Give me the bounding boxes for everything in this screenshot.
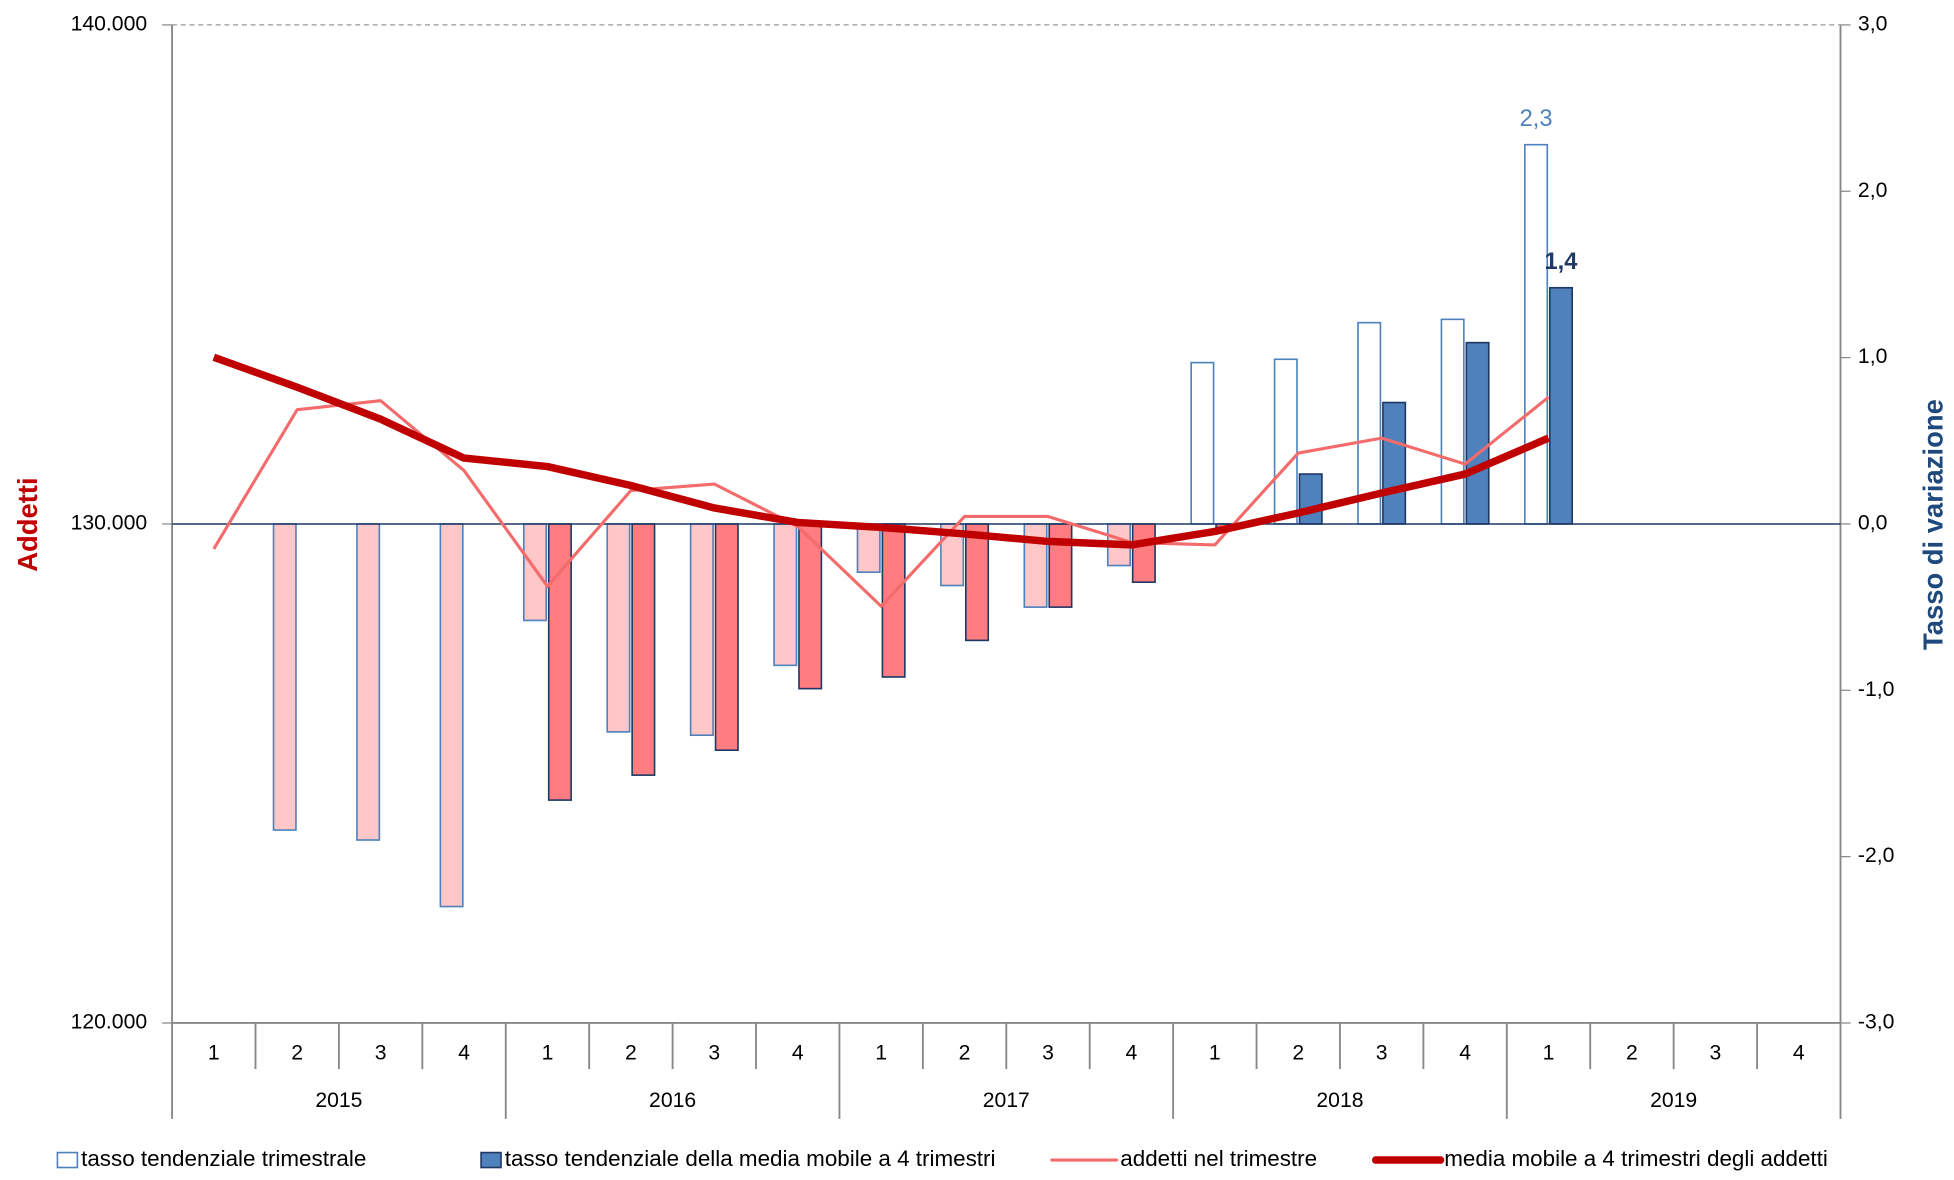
x-group-label: 2019 <box>1650 1089 1697 1112</box>
legend-label: media mobile a 4 trimestri degli addetti <box>1444 1146 1828 1171</box>
y2-axis-title: Tasso di variazione <box>1917 399 1948 650</box>
x-group-label: 2016 <box>649 1089 696 1112</box>
x-tick-label: 3 <box>1042 1042 1054 1065</box>
x-tick-label: 2 <box>291 1042 303 1065</box>
bar <box>1048 523 1073 608</box>
x-tick-label: 3 <box>708 1042 720 1065</box>
y2-tick-label: -3,0 <box>1858 1011 1894 1034</box>
x-group-label: 2018 <box>1316 1089 1363 1112</box>
x-tick-label: 1 <box>542 1042 554 1065</box>
bar <box>606 523 631 733</box>
bar <box>356 523 381 841</box>
legend-label: addetti nel trimestre <box>1120 1146 1317 1171</box>
bar <box>773 523 798 667</box>
bar <box>1131 523 1156 583</box>
bar <box>965 523 990 642</box>
y2-tick-label: -1,0 <box>1858 678 1894 701</box>
y2-tick-label: 1,0 <box>1858 345 1887 368</box>
bar <box>631 523 656 776</box>
bar <box>714 523 739 751</box>
legend-label: tasso tendenziale trimestrale <box>81 1146 366 1171</box>
bar <box>522 523 548 622</box>
y-tick-label: 130.000 <box>71 512 148 535</box>
x-group-label: 2017 <box>983 1089 1030 1112</box>
legend-swatch <box>480 1151 502 1169</box>
x-tick-label: 4 <box>1793 1042 1805 1065</box>
x-tick-label: 4 <box>1459 1042 1471 1065</box>
y-tick-label: 120.000 <box>71 1011 148 1034</box>
bar <box>1440 318 1465 525</box>
bar <box>1273 358 1298 525</box>
x-tick-label: 1 <box>1209 1042 1221 1065</box>
line <box>212 353 1551 549</box>
y-axis-title: Addetti <box>12 477 43 571</box>
bar <box>798 523 823 690</box>
x-tick-label: 4 <box>1126 1042 1138 1065</box>
legend-label: tasso tendenziale della media mobile a 4… <box>505 1146 996 1171</box>
y2-tick-label: 0,0 <box>1858 512 1887 535</box>
x-tick-label: 3 <box>375 1042 387 1065</box>
bar <box>1465 341 1490 525</box>
x-tick-label: 3 <box>1376 1042 1388 1065</box>
y2-tick-label: 3,0 <box>1858 13 1887 36</box>
x-tick-label: 2 <box>625 1042 637 1065</box>
x-tick-label: 1 <box>208 1042 220 1065</box>
bar <box>1382 401 1407 525</box>
bar <box>272 523 297 831</box>
y-tick-label: 140.000 <box>71 13 148 36</box>
x-tick-label: 2 <box>1292 1042 1304 1065</box>
bar <box>1298 473 1323 525</box>
bar <box>439 523 464 908</box>
x-group-label: 2015 <box>315 1089 362 1112</box>
x-tick-label: 4 <box>792 1042 804 1065</box>
bar <box>1190 361 1215 525</box>
x-tick-label: 2 <box>1626 1042 1638 1065</box>
bar <box>1524 143 1549 525</box>
legend-swatch <box>56 1151 79 1169</box>
data-label: 1,4 <box>1545 249 1579 275</box>
bar <box>1548 286 1574 525</box>
x-tick-label: 4 <box>458 1042 470 1065</box>
bar <box>856 523 881 574</box>
x-tick-label: 1 <box>1543 1042 1555 1065</box>
data-label: 2,3 <box>1520 106 1553 132</box>
y2-tick-label: 2,0 <box>1858 179 1887 202</box>
x-tick-label: 3 <box>1709 1042 1721 1065</box>
y2-tick-label: -2,0 <box>1858 844 1894 867</box>
x-tick-label: 1 <box>875 1042 887 1065</box>
x-tick-label: 2 <box>959 1042 971 1065</box>
bar <box>689 523 714 737</box>
